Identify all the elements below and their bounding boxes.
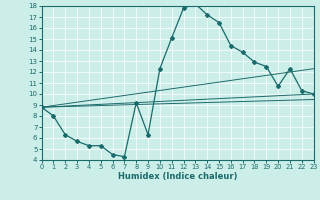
X-axis label: Humidex (Indice chaleur): Humidex (Indice chaleur) <box>118 172 237 181</box>
